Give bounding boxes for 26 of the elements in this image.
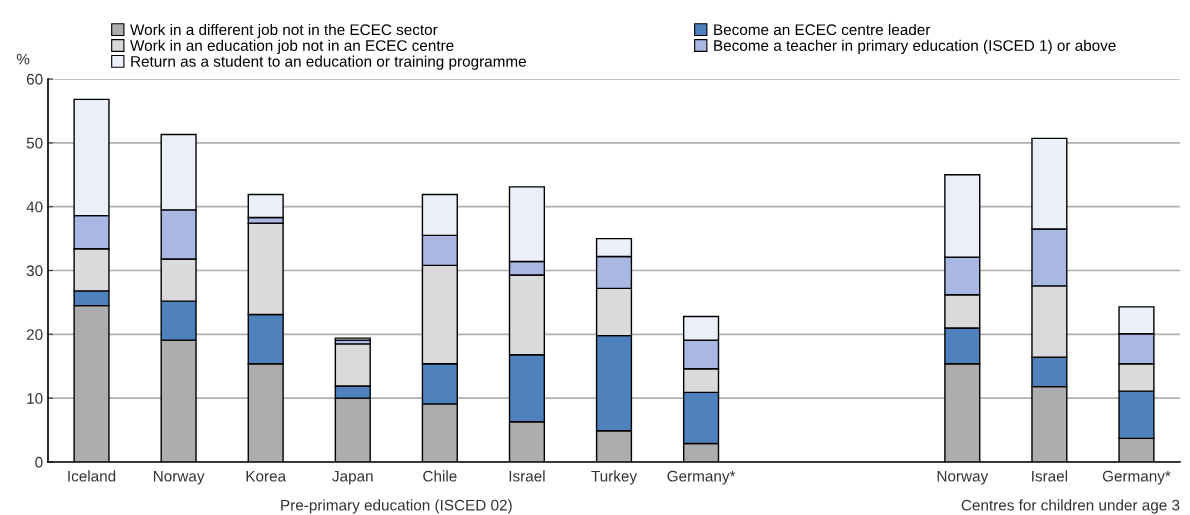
y-tick-label: 40 bbox=[26, 201, 43, 213]
legend-label: Become an ECEC centre leader bbox=[714, 23, 931, 36]
y-tick-label: 60 bbox=[26, 73, 43, 85]
x-tick-label: Japan bbox=[332, 470, 373, 485]
x-tick-label: Turkey bbox=[591, 470, 638, 485]
legend-label: Become a teacher in primary education (ISCED 1) or above bbox=[714, 39, 1116, 54]
legend-label: Return as a student to an education or training programme bbox=[131, 55, 526, 70]
y-tick-label: 50 bbox=[26, 137, 43, 149]
y-tick-label: 30 bbox=[26, 265, 43, 277]
y-axis-title: % bbox=[16, 53, 30, 65]
x-tick-label: Israel bbox=[509, 470, 545, 482]
x-tick-label: Norway bbox=[937, 470, 989, 485]
y-tick-label: 0 bbox=[35, 456, 43, 468]
x-tick-label: Korea bbox=[246, 470, 287, 482]
x-tick-label: Germany* bbox=[1102, 470, 1171, 485]
x-tick-label: Germany* bbox=[667, 470, 736, 485]
text: Pre-primary education (ISCED 02) bbox=[281, 499, 512, 514]
text: Centres for children under age 3 bbox=[961, 499, 1180, 514]
legend-label: Work in a different job not in the ECEC sector bbox=[130, 23, 438, 39]
y-tick-label: 20 bbox=[26, 329, 43, 341]
x-tick-label: Norway bbox=[153, 470, 205, 485]
y-tick-label: 10 bbox=[27, 393, 43, 404]
legend-label: Work in an education job not in an ECEC centre bbox=[130, 39, 454, 54]
x-tick-label: Israel bbox=[1032, 470, 1068, 482]
x-tick-label: Iceland bbox=[68, 470, 116, 482]
x-tick-label: Chile bbox=[423, 470, 457, 482]
